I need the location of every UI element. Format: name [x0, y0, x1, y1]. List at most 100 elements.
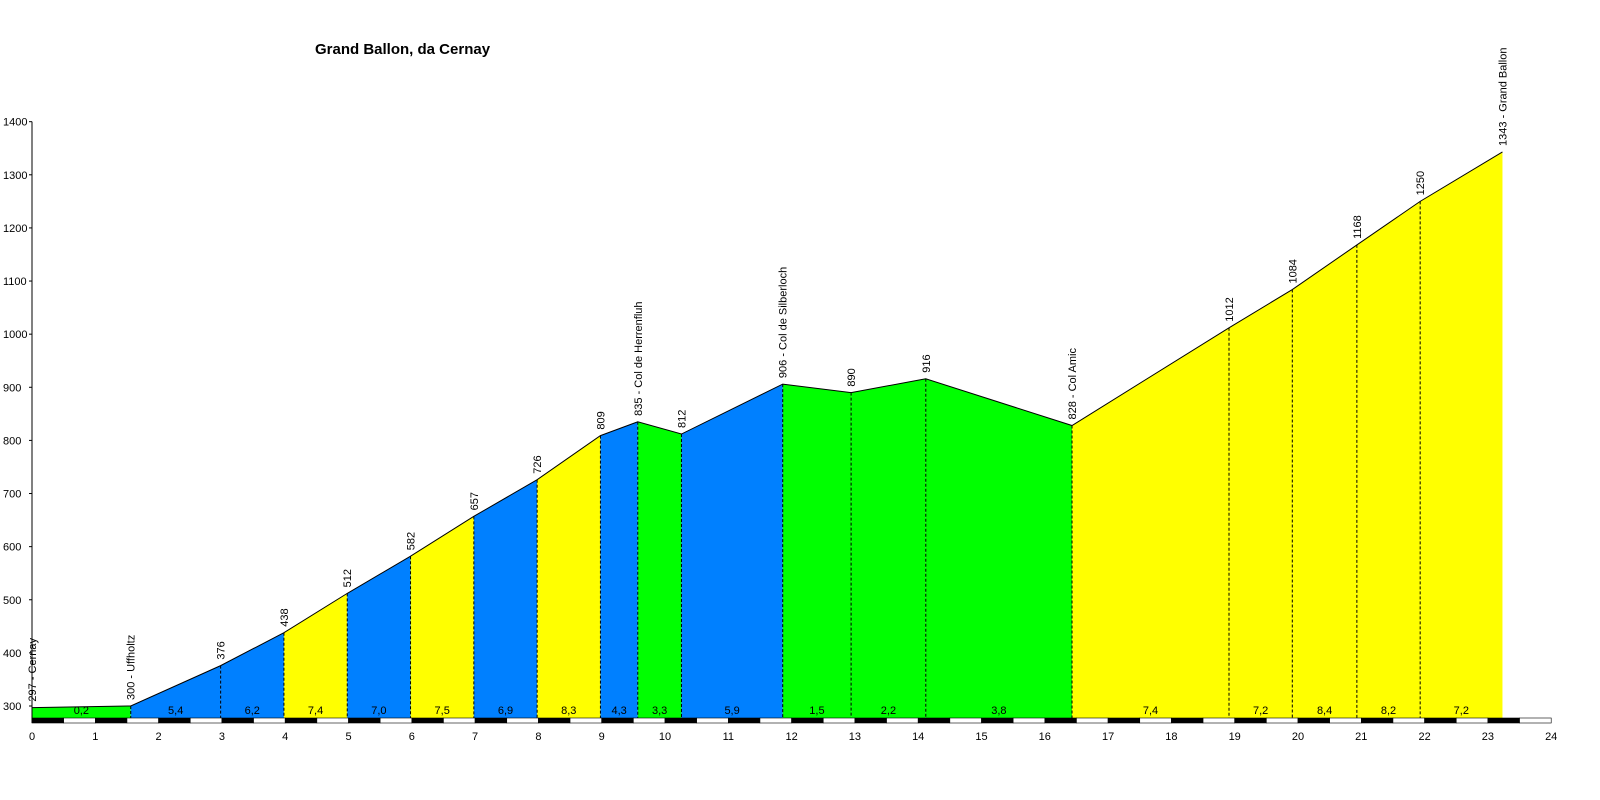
km-bar-block — [1202, 717, 1236, 724]
gradient-label: 7,2 — [1253, 705, 1268, 717]
km-bar-block — [1266, 717, 1299, 724]
x-tick-label: 9 — [599, 731, 605, 743]
profile-segment — [410, 516, 474, 718]
x-tick-label: 15 — [975, 731, 987, 743]
profile-segment — [537, 435, 601, 718]
km-bar-block — [158, 717, 191, 724]
gradient-label: 8,4 — [1317, 705, 1332, 717]
x-tick-label: 11 — [723, 731, 734, 743]
gradient-label: 4,3 — [611, 705, 626, 717]
x-tick-label: 21 — [1355, 731, 1367, 743]
x-tick-label: 12 — [785, 731, 797, 743]
gradient-label: 7,4 — [1143, 705, 1158, 717]
point-label: 300 - Uffholtz — [126, 635, 138, 700]
gradient-labels: 0,2 5,4 6,2 7,4 7,0 7,5 6,9 8,3 4,3 3,3 5,9 1,5 2,2 3… — [74, 705, 1469, 717]
x-tick-label: 3 — [219, 731, 225, 743]
km-bar-block — [411, 717, 444, 724]
profile-segment — [220, 632, 284, 718]
km-bar-block — [1139, 717, 1172, 724]
km-bar — [31, 717, 1552, 724]
profile-areas — [32, 151, 1503, 719]
point-label: 1168 — [1352, 215, 1364, 239]
profile-segment — [1292, 244, 1357, 718]
x-tick-label: 1 — [92, 731, 98, 743]
profile-segment — [1229, 289, 1293, 718]
km-bar-block — [727, 717, 761, 724]
km-bar-block — [1519, 717, 1552, 724]
km-bar-block — [474, 717, 508, 724]
x-tick-label: 16 — [1039, 731, 1051, 743]
gradient-label: 8,3 — [561, 705, 576, 717]
km-bar-block — [253, 717, 286, 724]
point-label: 297 - Cernay — [27, 638, 39, 702]
km-bar-block — [1012, 717, 1046, 724]
x-tick-label: 8 — [535, 731, 541, 743]
km-bar-block — [949, 717, 982, 724]
y-tick-label: 300 — [3, 701, 21, 713]
km-bar-block — [854, 717, 887, 724]
x-tick-label: 0 — [29, 731, 35, 743]
km-bar-block — [538, 717, 571, 724]
profile-segment — [600, 421, 638, 718]
km-bar-block — [791, 717, 824, 724]
profile-segment — [473, 479, 538, 718]
km-bar-block — [63, 717, 96, 724]
gradient-label: 0,2 — [74, 705, 89, 717]
profile-segment — [1072, 327, 1230, 718]
profile-segment — [637, 421, 682, 718]
point-label: 438 — [279, 608, 291, 626]
segment-dividers — [130, 201, 1421, 718]
gradient-label: 7,4 — [308, 705, 323, 717]
km-bar-block — [1329, 717, 1362, 724]
y-tick-label: 500 — [3, 595, 21, 607]
gradient-label: 1,5 — [809, 705, 824, 717]
point-label: 1084 — [1287, 259, 1299, 283]
km-bar-block — [316, 717, 349, 724]
point-label: 835 - Col de Herrenfluh — [633, 301, 645, 415]
y-tick-label: 600 — [3, 542, 21, 554]
gradient-label: 7,0 — [371, 705, 386, 717]
point-label: 1250 — [1415, 171, 1427, 195]
point-label: 828 - Col Amic — [1067, 347, 1079, 419]
km-bar-block — [1392, 717, 1425, 724]
km-bar-block — [1487, 717, 1520, 724]
gradient-label: 2,2 — [881, 705, 896, 717]
x-tick-label: 22 — [1418, 731, 1430, 743]
km-bar-block — [1171, 717, 1204, 724]
km-bar-block — [379, 717, 413, 724]
y-tick-label: 400 — [3, 648, 21, 660]
point-label: 916 — [921, 354, 933, 372]
x-tick-label: 10 — [659, 731, 671, 743]
y-tick-label: 700 — [3, 489, 21, 501]
gradient-label: 5,9 — [724, 705, 739, 717]
km-bar-block — [284, 717, 318, 724]
x-tick-label: 24 — [1545, 731, 1557, 743]
x-tick-label: 20 — [1292, 731, 1304, 743]
profile-segment — [782, 384, 852, 718]
km-bar-block — [601, 717, 634, 724]
x-tick-label: 4 — [282, 731, 288, 743]
point-label: 809 — [595, 411, 607, 429]
gradient-label: 6,9 — [498, 705, 513, 717]
km-bar-block — [95, 717, 128, 724]
x-tick-label: 17 — [1102, 731, 1114, 743]
km-bar-block — [633, 717, 666, 724]
profile-segment — [925, 378, 1073, 718]
x-tick-label: 14 — [912, 731, 924, 743]
x-tick-label: 6 — [409, 731, 415, 743]
x-tick-label: 2 — [156, 731, 162, 743]
profile-segment — [1420, 151, 1503, 719]
km-bar-block — [189, 717, 223, 724]
km-bar-block — [506, 717, 539, 724]
km-bar-block — [759, 717, 792, 724]
km-bar-block — [917, 717, 951, 724]
point-labels: 297 - Cernay 300 - Uffholtz 376 438 512 582 65… — [27, 48, 1509, 702]
gradient-label: 3,3 — [652, 705, 667, 717]
y-tick-label: 1100 — [3, 276, 27, 288]
gradient-label: 3,8 — [991, 705, 1006, 717]
km-bar-block — [221, 717, 254, 724]
y-tick-label: 1000 — [3, 329, 27, 341]
x-tick-label: 5 — [345, 731, 351, 743]
km-bar-block — [1044, 717, 1077, 724]
